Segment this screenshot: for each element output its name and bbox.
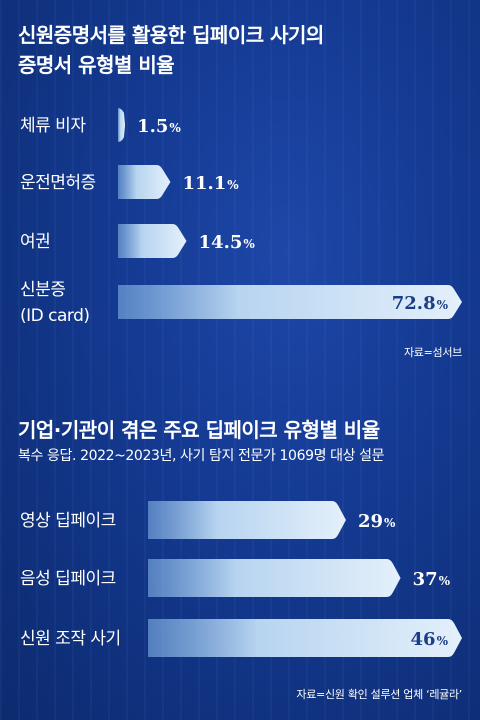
bar-chart2-0 bbox=[148, 501, 346, 539]
chart1-source: 자료=섬서브 bbox=[403, 346, 462, 359]
value-label-chart1-1: 11.1% bbox=[182, 173, 239, 194]
category-label-chart2-2: 신원 조작 사기 bbox=[20, 629, 121, 649]
chart1-title-line1: 신원증명서를 활용한 딥페이크 사기의 bbox=[18, 23, 324, 47]
value-label-chart2-1: 37% bbox=[413, 569, 451, 590]
category-label-chart2-0: 영상 딥페이크 bbox=[20, 511, 116, 531]
bar-chart1-2 bbox=[118, 224, 187, 258]
category-label-chart1-3-0: 신분증 bbox=[20, 280, 65, 300]
category-label-chart1-0: 체류 비자 bbox=[20, 116, 86, 136]
chart2-subtitle: 복수 응답. 2022~2023년, 사기 탐지 전문가 1069명 대상 설문 bbox=[18, 448, 385, 464]
bar-chart1-1 bbox=[118, 165, 171, 199]
bar-chart2-2 bbox=[148, 619, 462, 657]
value-label-chart1-2: 14.5% bbox=[199, 232, 256, 253]
bar-chart1-0 bbox=[117, 108, 126, 142]
category-label-chart1-3-1: (ID card) bbox=[20, 306, 90, 326]
value-label-chart2-0: 29% bbox=[358, 511, 396, 532]
category-label-chart1-2: 여권 bbox=[20, 232, 50, 252]
category-label-chart1-1: 운전면허증 bbox=[20, 173, 96, 193]
bar-chart1-3 bbox=[118, 285, 462, 319]
chart2-source: 자료=신원 확인 설루션 업체 ‘레귤라’ bbox=[296, 688, 462, 701]
value-label-chart2-2: 46% bbox=[411, 629, 449, 650]
bar-chart2-1 bbox=[148, 559, 401, 597]
chart2-title: 기업·기관이 겪은 주요 딥페이크 유형별 비율 bbox=[18, 418, 380, 442]
chart1-title-line2: 증명서 유형별 비율 bbox=[18, 53, 175, 77]
value-label-chart1-0: 1.5% bbox=[137, 116, 181, 137]
value-label-chart1-3: 72.8% bbox=[392, 293, 449, 314]
category-label-chart2-1: 음성 딥페이크 bbox=[20, 569, 116, 589]
